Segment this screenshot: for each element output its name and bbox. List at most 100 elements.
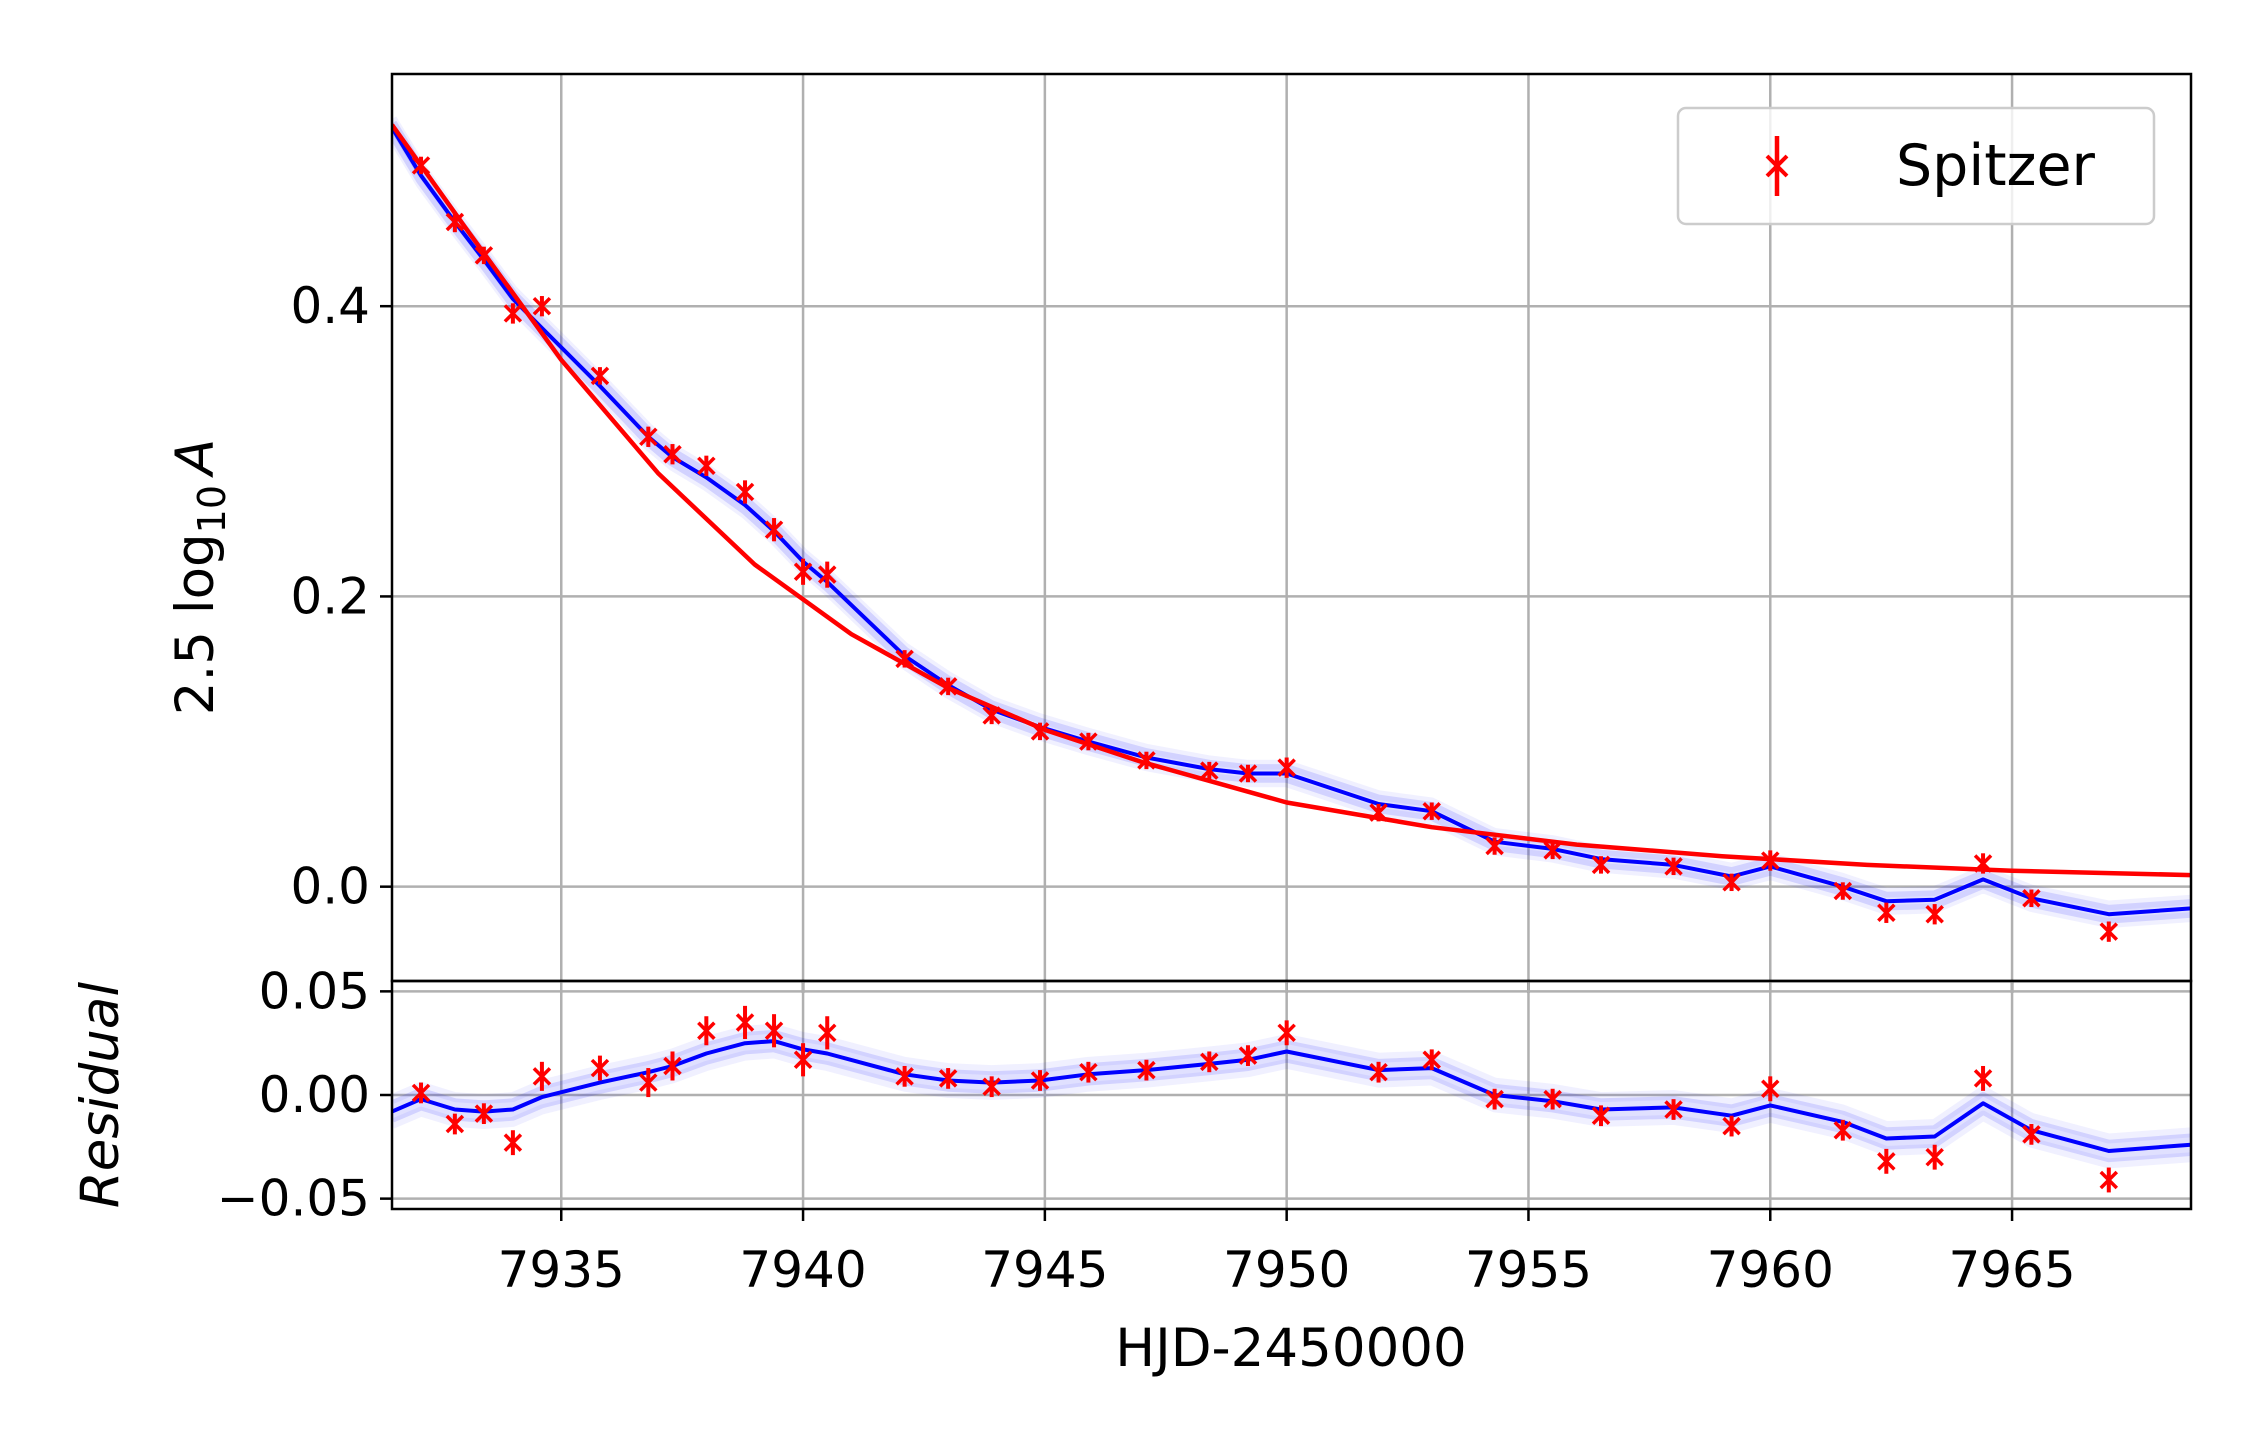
top-data-point: [735, 480, 755, 504]
top-x-marker: [1030, 722, 1050, 741]
x-tick-labels: 7935 7940 7945 7950 7955 7960 7965: [498, 1241, 2076, 1299]
top-x-marker: [1238, 764, 1258, 783]
top-data-point: [793, 558, 813, 585]
top-data-point: [2022, 889, 2041, 908]
bottom-data-point: [982, 1076, 1001, 1098]
bottom-y-axis-label: Residual: [70, 982, 131, 1208]
top-data-point: [1973, 853, 1993, 874]
legend-box: [1676, 106, 2156, 226]
bottom-data-point: [697, 1016, 716, 1046]
x-tick-label: 7965: [1948, 1241, 2075, 1299]
top-x-marker: [2099, 922, 2119, 941]
top-data-point: [1877, 902, 1896, 923]
top-x-marker: [2022, 889, 2041, 908]
x-tick-label: 7955: [1465, 1241, 1592, 1299]
top-x-marker: [445, 212, 465, 232]
bottom-x-marker: [818, 1023, 837, 1043]
top-x-marker: [1485, 836, 1504, 856]
bottom-x-marker: [1722, 1116, 1741, 1136]
top-x-marker: [1137, 751, 1156, 770]
bottom-data-point: [663, 1051, 682, 1081]
top-data-point: [445, 211, 465, 233]
top-data-point: [1369, 803, 1388, 822]
top-x-marker: [793, 562, 813, 581]
top-data-point: [590, 366, 610, 386]
top-data-point: [895, 649, 914, 669]
top-data-point: [818, 561, 837, 588]
bottom-data-point: [1277, 1020, 1296, 1046]
top-x-marker: [895, 649, 914, 669]
bottom-y-tick-label: −0.05: [217, 1170, 370, 1228]
bottom-x-marker: [1200, 1052, 1219, 1072]
top-x-marker: [663, 444, 682, 464]
top-data-point: [1485, 836, 1504, 856]
bottom-x-marker: [474, 1104, 494, 1123]
top-x-marker: [532, 296, 552, 316]
bottom-x-marker: [411, 1083, 431, 1103]
top-x-marker: [1422, 801, 1441, 821]
top-data-point: [663, 444, 682, 465]
bottom-x-marker: [639, 1073, 658, 1092]
top-x-marker: [938, 677, 958, 696]
top-x-marker: [982, 706, 1001, 725]
x-tick-label: 7945: [981, 1241, 1108, 1299]
bottom-plot-layer: [392, 1005, 2191, 1193]
bottom-data-point: [474, 1103, 494, 1125]
legend-label-spitzer: Spitzer: [1896, 133, 2096, 199]
top-data-point: [1422, 801, 1441, 821]
bottom-x-marker: [532, 1067, 552, 1086]
top-panel: 0.0 0.2 0.4 2.5 log10A Spitzer: [165, 72, 2193, 993]
top-x-marker: [474, 246, 494, 265]
top-data-point: [1200, 761, 1219, 780]
bottom-data-point: [764, 1014, 784, 1048]
bottom-x-marker: [1277, 1023, 1296, 1043]
bottom-x-marker: [1543, 1089, 1562, 1109]
bottom-x-marker: [735, 1013, 755, 1032]
top-x-marker: [1277, 758, 1296, 777]
bottom-data-point: [938, 1068, 958, 1089]
bottom-data-point: [793, 1043, 813, 1077]
bottom-x-marker: [1030, 1071, 1050, 1090]
bottom-data-point: [590, 1055, 610, 1081]
bottom-data-point: [1877, 1148, 1896, 1174]
bottom-x-marker: [2099, 1170, 2119, 1190]
bottom-x-marker: [2022, 1125, 2041, 1144]
bottom-data-point: [1422, 1049, 1441, 1071]
bottom-x-marker: [445, 1114, 465, 1134]
bottom-data-point: [1369, 1061, 1388, 1083]
bottom-data-point: [1973, 1065, 1993, 1091]
legend-marker-spitzer: [1765, 136, 1789, 196]
top-y-tick-labels: 0.0 0.2 0.4: [290, 277, 370, 915]
top-data-point: [1761, 850, 1780, 871]
bottom-data-point: [818, 1016, 837, 1050]
bottom-x-marker: [663, 1056, 682, 1076]
top-data-point: [639, 426, 658, 447]
bottom-data-point: [1543, 1088, 1562, 1110]
top-x-marker: [735, 482, 755, 502]
bottom-panel: −0.050.000.05 7935 7940 7945 7950 7955 7960 79…: [70, 962, 2193, 1379]
bottom-x-marker: [938, 1069, 958, 1088]
top-data-point: [1030, 722, 1050, 741]
top-data-point: [982, 706, 1001, 725]
bottom-data-point: [503, 1130, 523, 1156]
bottom-binary-model-line: [392, 1039, 2191, 1153]
top-model-sample-line: [392, 116, 2191, 911]
top-x-marker: [818, 565, 837, 584]
bottom-x-marker: [1079, 1062, 1098, 1082]
top-x-marker: [1722, 873, 1741, 892]
top-x-marker: [1079, 732, 1098, 751]
x-tick-label: 7940: [739, 1241, 866, 1299]
top-binary-model-line: [392, 126, 2191, 917]
bottom-data-point: [1200, 1051, 1219, 1073]
bottom-model-sample-line: [392, 1042, 2191, 1163]
top-data-point: [1664, 857, 1683, 876]
bottom-data-point: [1591, 1105, 1611, 1127]
top-data-point: [411, 156, 431, 175]
top-x-marker: [764, 520, 784, 539]
bottom-data-point: [1238, 1045, 1258, 1066]
bottom-data-point: [895, 1065, 914, 1087]
bottom-x-marker: [503, 1133, 523, 1152]
bottom-x-marker: [590, 1058, 610, 1078]
top-data-point: [938, 677, 958, 696]
